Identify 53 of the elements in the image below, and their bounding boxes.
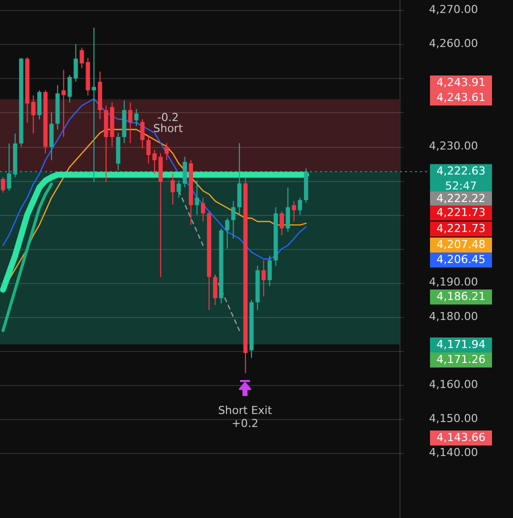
candlestick bbox=[194, 180, 200, 216]
ref-line-label: 4,222.63 bbox=[436, 164, 486, 178]
candlestick bbox=[37, 90, 42, 120]
text: 4,186.21 bbox=[436, 290, 486, 303]
text: 52:47 bbox=[445, 180, 477, 193]
text: 4,243.91 bbox=[436, 76, 486, 89]
annotation: +0.2 bbox=[232, 416, 258, 430]
candlestick bbox=[280, 210, 284, 236]
candlestick bbox=[49, 112, 54, 161]
text: 4,207.48 bbox=[436, 238, 486, 251]
text: 4,221.73 bbox=[436, 206, 486, 219]
y-tick-label: 4,190.00 bbox=[429, 276, 478, 289]
text: 4,171.94 bbox=[436, 338, 486, 351]
y-tick-label: 4,140.00 bbox=[429, 446, 478, 460]
y-tick-label: 4,230.00 bbox=[429, 139, 478, 152]
y-tick-label: 4,180.00 bbox=[429, 310, 478, 323]
text: 4,143.66 bbox=[436, 430, 486, 444]
candlestick bbox=[200, 197, 206, 222]
candlestick bbox=[0, 176, 6, 194]
candlestick bbox=[170, 173, 175, 205]
candlestick bbox=[225, 218, 230, 250]
candlestick bbox=[128, 102, 132, 144]
candlestick bbox=[292, 200, 296, 222]
y-tick-label: 4,260.00 bbox=[429, 37, 478, 50]
candlestick bbox=[268, 255, 272, 287]
candlestick bbox=[231, 200, 236, 240]
candlestick bbox=[134, 108, 138, 127]
candlestick bbox=[176, 180, 181, 198]
text: 4,221.73 bbox=[436, 222, 486, 235]
candlestick bbox=[164, 142, 169, 161]
candlestick bbox=[182, 156, 187, 188]
candlestick bbox=[62, 69, 66, 138]
y-tick-label: 4,270.00 bbox=[429, 3, 478, 16]
text: 4,171.26 bbox=[436, 352, 486, 366]
candlestick bbox=[298, 197, 302, 216]
candlestick bbox=[80, 47, 84, 69]
candlestick bbox=[140, 118, 145, 149]
annotation: Short bbox=[153, 122, 184, 135]
text: 4,243.61 bbox=[436, 90, 486, 104]
annotation: Short Exit bbox=[218, 404, 273, 417]
candlestick bbox=[152, 149, 157, 174]
candlestick bbox=[237, 142, 242, 216]
candlestick bbox=[146, 136, 151, 164]
y-tick-label: 4,150.00 bbox=[429, 412, 478, 426]
candlestick bbox=[286, 186, 290, 232]
y-tick-label: 4,160.00 bbox=[429, 378, 478, 391]
text: 4,206.45 bbox=[436, 252, 486, 266]
annotation: -0.2 bbox=[157, 110, 179, 124]
text: 4,222.22 bbox=[436, 192, 486, 205]
candlestick bbox=[213, 274, 218, 306]
candlestick bbox=[92, 27, 96, 182]
candlestick bbox=[6, 142, 12, 192]
candlestick bbox=[262, 260, 266, 297]
